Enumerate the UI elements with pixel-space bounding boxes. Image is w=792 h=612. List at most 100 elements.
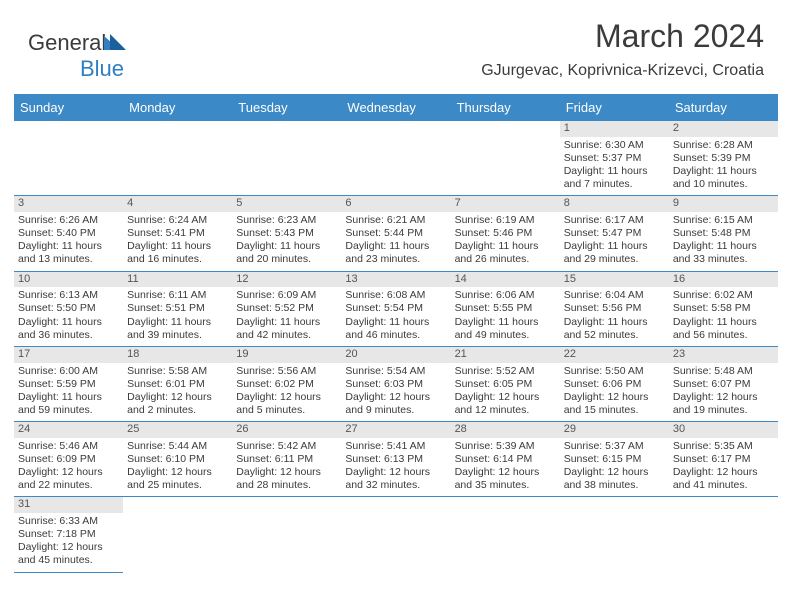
week-row: 3Sunrise: 6:26 AMSunset: 5:40 PMDaylight… (14, 196, 778, 271)
daylight-text: Daylight: 11 hours and 46 minutes. (345, 316, 446, 342)
daylight-text: Daylight: 11 hours and 7 minutes. (564, 165, 665, 191)
day-cell: 9Sunrise: 6:15 AMSunset: 5:48 PMDaylight… (669, 196, 778, 270)
day-number: 7 (451, 196, 560, 212)
sunset-text: Sunset: 5:55 PM (455, 302, 556, 315)
day-number: 20 (341, 347, 450, 363)
sunset-text: Sunset: 5:52 PM (236, 302, 337, 315)
day-cell (232, 121, 341, 195)
day-cell: 5Sunrise: 6:23 AMSunset: 5:43 PMDaylight… (232, 196, 341, 270)
day-cell (560, 497, 669, 572)
sunrise-text: Sunrise: 5:48 AM (673, 365, 774, 378)
daylight-text: Daylight: 11 hours and 23 minutes. (345, 240, 446, 266)
day-number: 4 (123, 196, 232, 212)
sunset-text: Sunset: 5:47 PM (564, 227, 665, 240)
sunset-text: Sunset: 6:09 PM (18, 453, 119, 466)
sunrise-text: Sunrise: 5:56 AM (236, 365, 337, 378)
sunset-text: Sunset: 5:50 PM (18, 302, 119, 315)
sunrise-text: Sunrise: 5:58 AM (127, 365, 228, 378)
day-number: 3 (14, 196, 123, 212)
sunrise-text: Sunrise: 6:00 AM (18, 365, 119, 378)
daylight-text: Daylight: 12 hours and 41 minutes. (673, 466, 774, 492)
day-number: 22 (560, 347, 669, 363)
week-row: 24Sunrise: 5:46 AMSunset: 6:09 PMDayligh… (14, 422, 778, 497)
sunset-text: Sunset: 6:02 PM (236, 378, 337, 391)
sunset-text: Sunset: 6:03 PM (345, 378, 446, 391)
sunrise-text: Sunrise: 6:23 AM (236, 214, 337, 227)
day-cell: 27Sunrise: 5:41 AMSunset: 6:13 PMDayligh… (341, 422, 450, 496)
sunrise-text: Sunrise: 6:17 AM (564, 214, 665, 227)
daylight-text: Daylight: 12 hours and 19 minutes. (673, 391, 774, 417)
day-cell: 12Sunrise: 6:09 AMSunset: 5:52 PMDayligh… (232, 272, 341, 346)
daylight-text: Daylight: 12 hours and 32 minutes. (345, 466, 446, 492)
day-number: 12 (232, 272, 341, 288)
week-row: 1Sunrise: 6:30 AMSunset: 5:37 PMDaylight… (14, 121, 778, 196)
day-number: 25 (123, 422, 232, 438)
week-row: 10Sunrise: 6:13 AMSunset: 5:50 PMDayligh… (14, 272, 778, 347)
sunrise-text: Sunrise: 6:28 AM (673, 139, 774, 152)
logo-text-1: General (28, 30, 106, 55)
sunrise-text: Sunrise: 5:52 AM (455, 365, 556, 378)
daylight-text: Daylight: 12 hours and 9 minutes. (345, 391, 446, 417)
day-cell: 25Sunrise: 5:44 AMSunset: 6:10 PMDayligh… (123, 422, 232, 496)
dayname: Saturday (669, 94, 778, 121)
daylight-text: Daylight: 11 hours and 16 minutes. (127, 240, 228, 266)
logo-triangle-icon (104, 30, 126, 56)
day-number: 9 (669, 196, 778, 212)
week-row: 17 Sunrise: 6:00 AMSunset: 5:59 PM Dayligh… (14, 347, 778, 422)
daylight-text: Daylight: 12 hours and 28 minutes. (236, 466, 337, 492)
daylight-text: Daylight: 12 hours and 35 minutes. (455, 466, 556, 492)
sunset-text: Sunset: 5:54 PM (345, 302, 446, 315)
day-number: 26 (232, 422, 341, 438)
day-cell: 29Sunrise: 5:37 AMSunset: 6:15 PMDayligh… (560, 422, 669, 496)
sunrise-text: Sunrise: 6:33 AM (18, 515, 119, 528)
sunset-text: Sunset: 5:39 PM (673, 152, 774, 165)
day-number: 17 (14, 347, 123, 363)
daylight-text: Daylight: 11 hours and 56 minutes. (673, 316, 774, 342)
sunset-text: Sunset: 5:56 PM (564, 302, 665, 315)
calendar: Sunday Monday Tuesday Wednesday Thursday… (14, 94, 778, 573)
day-cell (14, 121, 123, 195)
sunset-text: Sunset: 6:13 PM (345, 453, 446, 466)
day-number: 31 (14, 497, 123, 513)
day-cell (123, 497, 232, 572)
sunset-text: Sunset: 5:58 PM (673, 302, 774, 315)
day-cell: 13Sunrise: 6:08 AMSunset: 5:54 PMDayligh… (341, 272, 450, 346)
sunset-text: Sunset: 6:11 PM (236, 453, 337, 466)
day-cell: 30Sunrise: 5:35 AMSunset: 6:17 PMDayligh… (669, 422, 778, 496)
day-cell: 2Sunrise: 6:28 AMSunset: 5:39 PMDaylight… (669, 121, 778, 195)
day-cell: 4Sunrise: 6:24 AMSunset: 5:41 PMDaylight… (123, 196, 232, 270)
week-row: 31Sunrise: 6:33 AMSunset: 7:18 PMDayligh… (14, 497, 778, 572)
sunrise-text: Sunrise: 5:39 AM (455, 440, 556, 453)
day-cell: 11Sunrise: 6:11 AMSunset: 5:51 PMDayligh… (123, 272, 232, 346)
day-cell: 6Sunrise: 6:21 AMSunset: 5:44 PMDaylight… (341, 196, 450, 270)
day-cell: 31Sunrise: 6:33 AMSunset: 7:18 PMDayligh… (14, 497, 123, 572)
day-cell (232, 497, 341, 572)
day-number: 27 (341, 422, 450, 438)
daylight-text: Daylight: 12 hours and 5 minutes. (236, 391, 337, 417)
day-cell: 22Sunrise: 5:50 AMSunset: 6:06 PMDayligh… (560, 347, 669, 421)
day-number: 5 (232, 196, 341, 212)
day-cell: 26Sunrise: 5:42 AMSunset: 6:11 PMDayligh… (232, 422, 341, 496)
sunset-text: Sunset: 6:17 PM (673, 453, 774, 466)
day-number: 14 (451, 272, 560, 288)
day-number: 13 (341, 272, 450, 288)
daylight-text: Daylight: 12 hours and 12 minutes. (455, 391, 556, 417)
sunset-text: Sunset: 5:59 PM (18, 378, 119, 391)
daylight-text: Daylight: 11 hours and 49 minutes. (455, 316, 556, 342)
day-cell (451, 497, 560, 572)
day-number: 23 (669, 347, 778, 363)
location-label: GJurgevac, Koprivnica-Krizevci, Croatia (481, 62, 764, 80)
sunrise-text: Sunrise: 6:15 AM (673, 214, 774, 227)
day-cell: 3Sunrise: 6:26 AMSunset: 5:40 PMDaylight… (14, 196, 123, 270)
daylight-text: Daylight: 12 hours and 25 minutes. (127, 466, 228, 492)
day-cell (341, 121, 450, 195)
day-cell: 28Sunrise: 5:39 AMSunset: 6:14 PMDayligh… (451, 422, 560, 496)
day-number: 16 (669, 272, 778, 288)
sunrise-text: Sunrise: 6:08 AM (345, 289, 446, 302)
day-cell (451, 121, 560, 195)
day-number: 30 (669, 422, 778, 438)
sunset-text: Sunset: 6:14 PM (455, 453, 556, 466)
daylight-text: Daylight: 11 hours and 52 minutes. (564, 316, 665, 342)
sunrise-text: Sunrise: 5:54 AM (345, 365, 446, 378)
daylight-text: Daylight: 11 hours and 10 minutes. (673, 165, 774, 191)
